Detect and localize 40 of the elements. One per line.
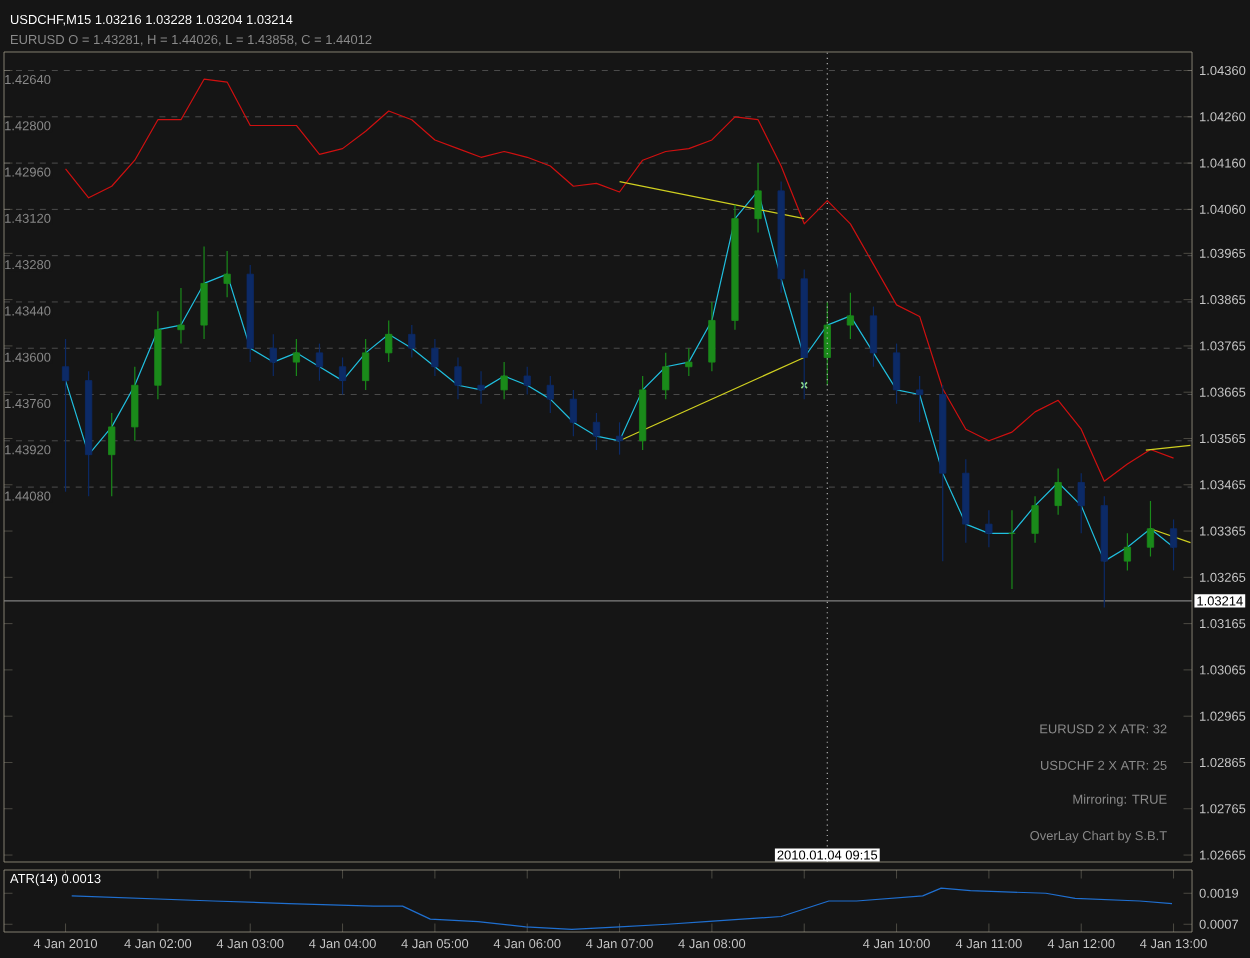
candlestick [61,338,70,493]
candlestick [477,370,485,405]
candlestick [662,352,670,400]
candlestick [823,301,831,386]
candlestick [292,338,300,377]
candlestick [385,319,393,363]
candlestick [592,412,601,451]
candlestick [500,361,508,400]
candlestick [754,162,762,234]
candlestick [200,245,208,340]
candlestick [338,356,347,396]
candlestick [431,338,439,377]
candlestick [315,342,324,382]
candlestick [454,356,462,400]
candlestick [546,375,554,414]
candlestick [615,421,624,456]
candlestick [362,338,370,391]
candlestick [1054,467,1062,516]
candlestick [708,301,716,372]
candlestick [131,366,139,442]
candlestick [1169,518,1178,571]
candlestick [408,324,416,359]
candlestick [269,333,277,377]
line-series [71,887,1173,931]
candlestick [869,305,878,368]
candlestick [223,250,231,298]
candlestick [177,287,185,345]
candlestick [1077,472,1085,534]
candlestick [1146,500,1155,558]
candlestick [846,292,854,340]
candlestick [892,342,901,405]
candlestick [985,509,993,548]
candlestick [1123,532,1131,571]
line-series [64,190,1175,562]
candlestick [569,389,577,437]
candlestick [523,366,531,396]
candlestick [916,375,924,423]
candlestick [108,412,116,497]
candlestick [685,347,693,377]
candlestick [1031,495,1039,544]
